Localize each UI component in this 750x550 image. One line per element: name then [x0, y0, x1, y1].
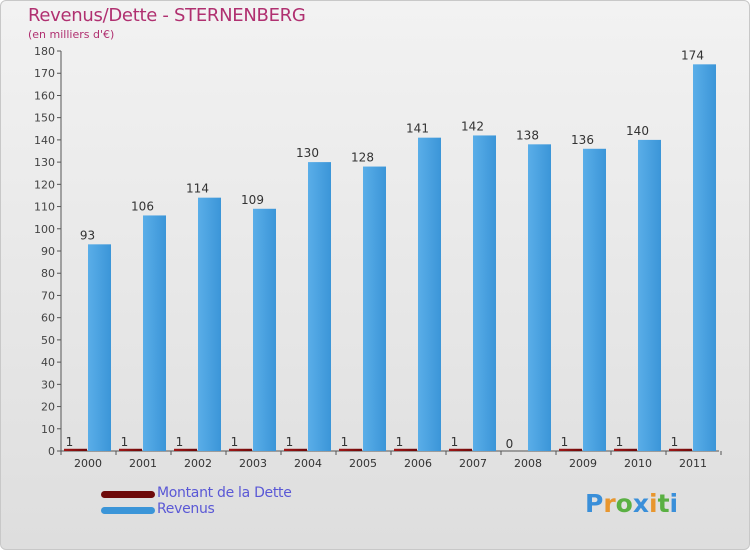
data-label-revenus: 114: [186, 182, 209, 196]
x-tick-label: 2011: [679, 457, 707, 470]
data-label-revenus: 141: [406, 122, 429, 136]
logo-letter: x: [632, 489, 649, 518]
x-tick-label: 2007: [459, 457, 487, 470]
y-tick-label: 160: [34, 89, 55, 102]
bar-debt: [669, 448, 692, 451]
logo-letter: o: [615, 489, 633, 518]
bar-revenus: [693, 64, 716, 452]
bar-debt: [64, 448, 87, 451]
bar-debt: [284, 448, 307, 451]
data-label-debt: 1: [396, 435, 404, 449]
y-tick-label: 170: [34, 67, 55, 80]
bar-debt: [229, 448, 252, 451]
y-tick-label: 70: [41, 289, 55, 302]
bar-revenus: [308, 162, 331, 451]
x-tick-label: 2001: [129, 457, 157, 470]
logo-letter: P: [585, 489, 604, 518]
y-tick-label: 140: [34, 134, 55, 147]
y-tick-label: 120: [34, 178, 55, 191]
y-tick-label: 40: [41, 356, 55, 369]
data-label-debt: 0: [506, 437, 514, 451]
x-tick-label: 2002: [184, 457, 212, 470]
logo-letter: t: [657, 489, 670, 518]
data-label-debt: 1: [341, 435, 349, 449]
x-tick-label: 2000: [74, 457, 102, 470]
legend-swatch-revenus: [101, 507, 155, 514]
data-label-revenus: 128: [351, 151, 374, 165]
y-tick-label: 100: [34, 223, 55, 236]
data-label-debt: 1: [176, 435, 184, 449]
data-label-revenus: 106: [131, 199, 154, 213]
legend-swatch-debt: [101, 491, 155, 498]
y-tick-label: 150: [34, 112, 55, 125]
y-tick-label: 180: [34, 45, 55, 58]
data-label-debt: 1: [286, 435, 294, 449]
y-tick-label: 90: [41, 245, 55, 258]
x-tick-label: 2004: [294, 457, 322, 470]
x-tick-label: 2008: [514, 457, 542, 470]
logo-letter: i: [649, 489, 658, 518]
chart-subtitle: (en milliers d'€): [28, 28, 115, 41]
chart-title: Revenus/Dette - STERNENBERG: [28, 5, 306, 26]
y-tick-label: 0: [48, 445, 55, 458]
proxiti-logo: Proxiti: [585, 489, 678, 518]
bar-revenus: [253, 208, 276, 451]
y-tick-label: 60: [41, 312, 55, 325]
bar-revenus: [473, 135, 496, 451]
logo-letter: i: [669, 489, 679, 518]
chart-bars: [64, 64, 716, 452]
data-label-revenus: 136: [571, 133, 594, 147]
logo-letter: r: [603, 489, 616, 518]
data-label-debt: 1: [231, 435, 239, 449]
bar-revenus: [583, 148, 606, 451]
y-tick-label: 30: [41, 378, 55, 391]
data-label-revenus: 140: [626, 124, 649, 138]
bar-revenus: [198, 197, 221, 451]
data-label-debt: 1: [671, 435, 679, 449]
y-tick-label: 130: [34, 156, 55, 169]
data-label-debt: 1: [66, 435, 74, 449]
bar-debt: [559, 448, 582, 451]
bar-debt: [174, 448, 197, 451]
data-label-revenus: 93: [80, 228, 95, 242]
bar-revenus: [418, 137, 441, 451]
x-tick-label: 2009: [569, 457, 597, 470]
x-tick-label: 2006: [404, 457, 432, 470]
x-tick-label: 2010: [624, 457, 652, 470]
data-label-revenus: 109: [241, 193, 264, 207]
y-tick-label: 80: [41, 267, 55, 280]
bar-revenus: [143, 215, 166, 451]
bar-debt: [394, 448, 417, 451]
bar-revenus: [638, 139, 661, 451]
data-label-revenus: 142: [461, 119, 484, 133]
bar-debt: [339, 448, 362, 451]
bar-debt: [119, 448, 142, 451]
y-tick-label: 10: [41, 423, 55, 436]
bar-revenus: [88, 244, 111, 451]
y-tick-label: 50: [41, 334, 55, 347]
x-tick-label: 2005: [349, 457, 377, 470]
data-label-debt: 1: [121, 435, 129, 449]
data-label-debt: 1: [451, 435, 459, 449]
bar-debt: [449, 448, 472, 451]
x-tick-label: 2003: [239, 457, 267, 470]
legend-label-debt: Montant de la Dette: [157, 485, 292, 501]
chart-labels: 2000193200111062002111420031109200411302…: [66, 48, 707, 470]
data-label-revenus: 174: [681, 48, 704, 62]
data-label-debt: 1: [561, 435, 569, 449]
y-tick-label: 110: [34, 201, 55, 214]
chart-axes: 0102030405060708090100110120130140150160…: [34, 45, 722, 458]
bar-revenus: [363, 166, 386, 452]
bar-debt: [614, 448, 637, 451]
y-tick-label: 20: [41, 401, 55, 414]
data-label-revenus: 130: [296, 146, 319, 160]
data-label-debt: 1: [616, 435, 624, 449]
legend-label-revenus: Revenus: [157, 501, 215, 517]
data-label-revenus: 138: [516, 128, 539, 142]
bar-revenus: [528, 144, 551, 452]
